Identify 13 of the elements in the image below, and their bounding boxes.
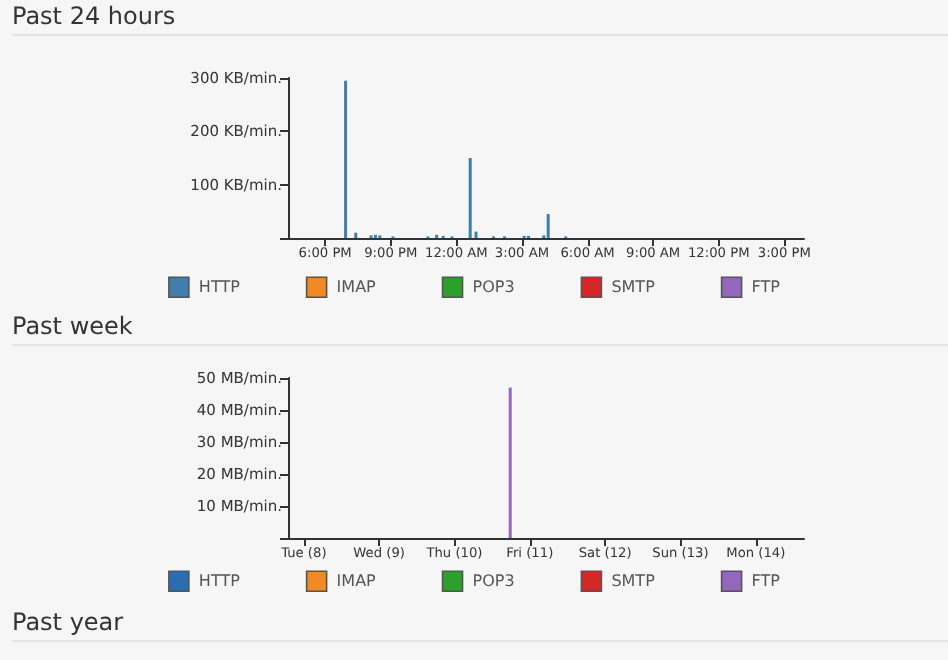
text: Past year [12, 608, 948, 642]
legend-label: FTP [751, 278, 781, 297]
legend-label: SMTP [611, 278, 656, 297]
legend-label: IMAP [336, 278, 377, 297]
legend-label: HTTP [198, 572, 241, 591]
text: Past 24 hours [12, 2, 948, 36]
legend-label: POP3 [472, 278, 515, 297]
legend-label: FTP [751, 572, 781, 591]
legend-label: POP3 [472, 572, 515, 591]
text: Past week [12, 312, 948, 346]
legend-label: HTTP [198, 278, 241, 297]
legend-label: SMTP [611, 572, 656, 591]
legend-label: IMAP [336, 572, 377, 591]
